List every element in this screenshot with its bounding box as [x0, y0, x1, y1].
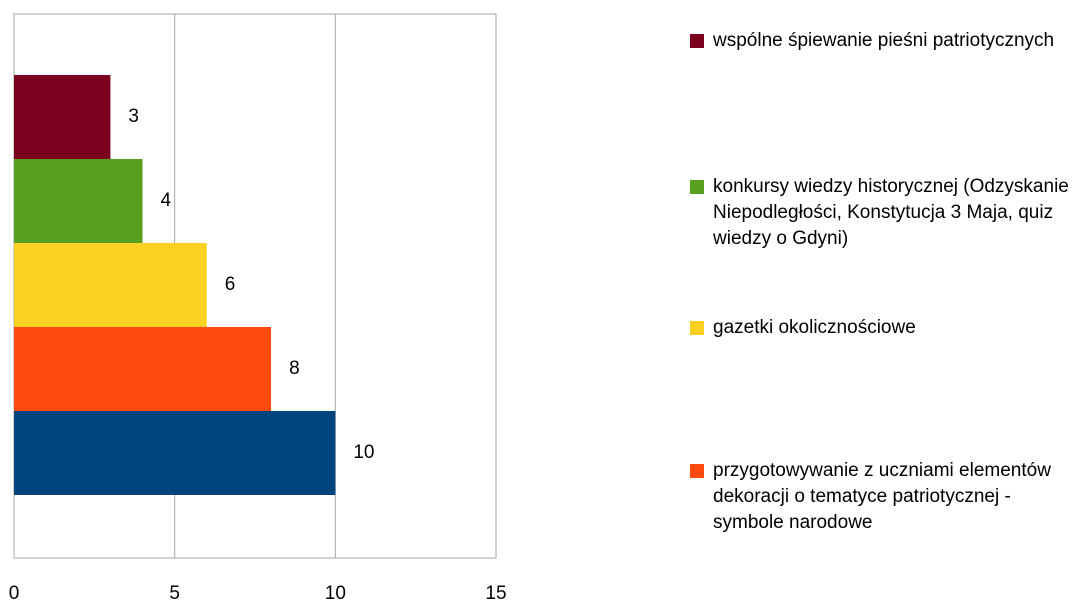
data-label: 6: [225, 274, 236, 295]
x-tick-label: 0: [9, 583, 20, 604]
legend-label: gazetki okolicznościowe: [713, 317, 916, 338]
bar: [14, 75, 111, 159]
bar: [14, 159, 143, 243]
legend-entry: gazetki okolicznościowe: [690, 315, 1086, 341]
x-tick-label: 15: [485, 583, 506, 604]
data-label: 3: [128, 106, 139, 127]
x-tick-label: 10: [325, 583, 346, 604]
legend-entry: wspólne śpiewanie pieśni patriotycznych: [690, 28, 1086, 54]
bar: [14, 243, 207, 327]
legend-label: konkursy wiedzy historycznej (Odzyskanie…: [713, 176, 1069, 249]
data-label: 4: [161, 190, 172, 211]
legend-swatch: [690, 180, 704, 194]
x-tick-label: 5: [169, 583, 180, 604]
bar: [14, 327, 272, 411]
bar: [14, 411, 336, 495]
legend-label: wspólne śpiewanie pieśni patriotycznych: [713, 30, 1055, 51]
legend-swatch: [690, 464, 704, 478]
legend-entry: przygotowywanie z uczniami elementów dek…: [690, 458, 1086, 536]
legend-entry: konkursy wiedzy historycznej (Odzyskanie…: [690, 174, 1086, 252]
data-label: 8: [289, 358, 300, 379]
legend-swatch: [690, 321, 704, 335]
data-label: 10: [353, 442, 374, 463]
legend-swatch: [690, 34, 704, 48]
legend-label: przygotowywanie z uczniami elementów dek…: [713, 460, 1051, 533]
